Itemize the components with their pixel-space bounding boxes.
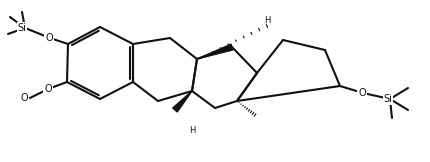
Text: H: H [263,16,270,25]
Text: O: O [356,88,364,98]
Text: O: O [357,88,365,98]
Text: Si: Si [383,94,392,104]
Text: Si: Si [383,94,392,104]
Text: O: O [43,85,50,93]
Text: O: O [45,33,53,43]
Polygon shape [197,44,233,59]
Text: Si: Si [18,23,26,33]
Polygon shape [172,91,191,112]
Text: Si: Si [18,23,26,33]
Text: H: H [188,126,195,135]
Text: O: O [44,84,52,94]
Text: O: O [46,33,52,41]
Text: O: O [20,93,28,103]
